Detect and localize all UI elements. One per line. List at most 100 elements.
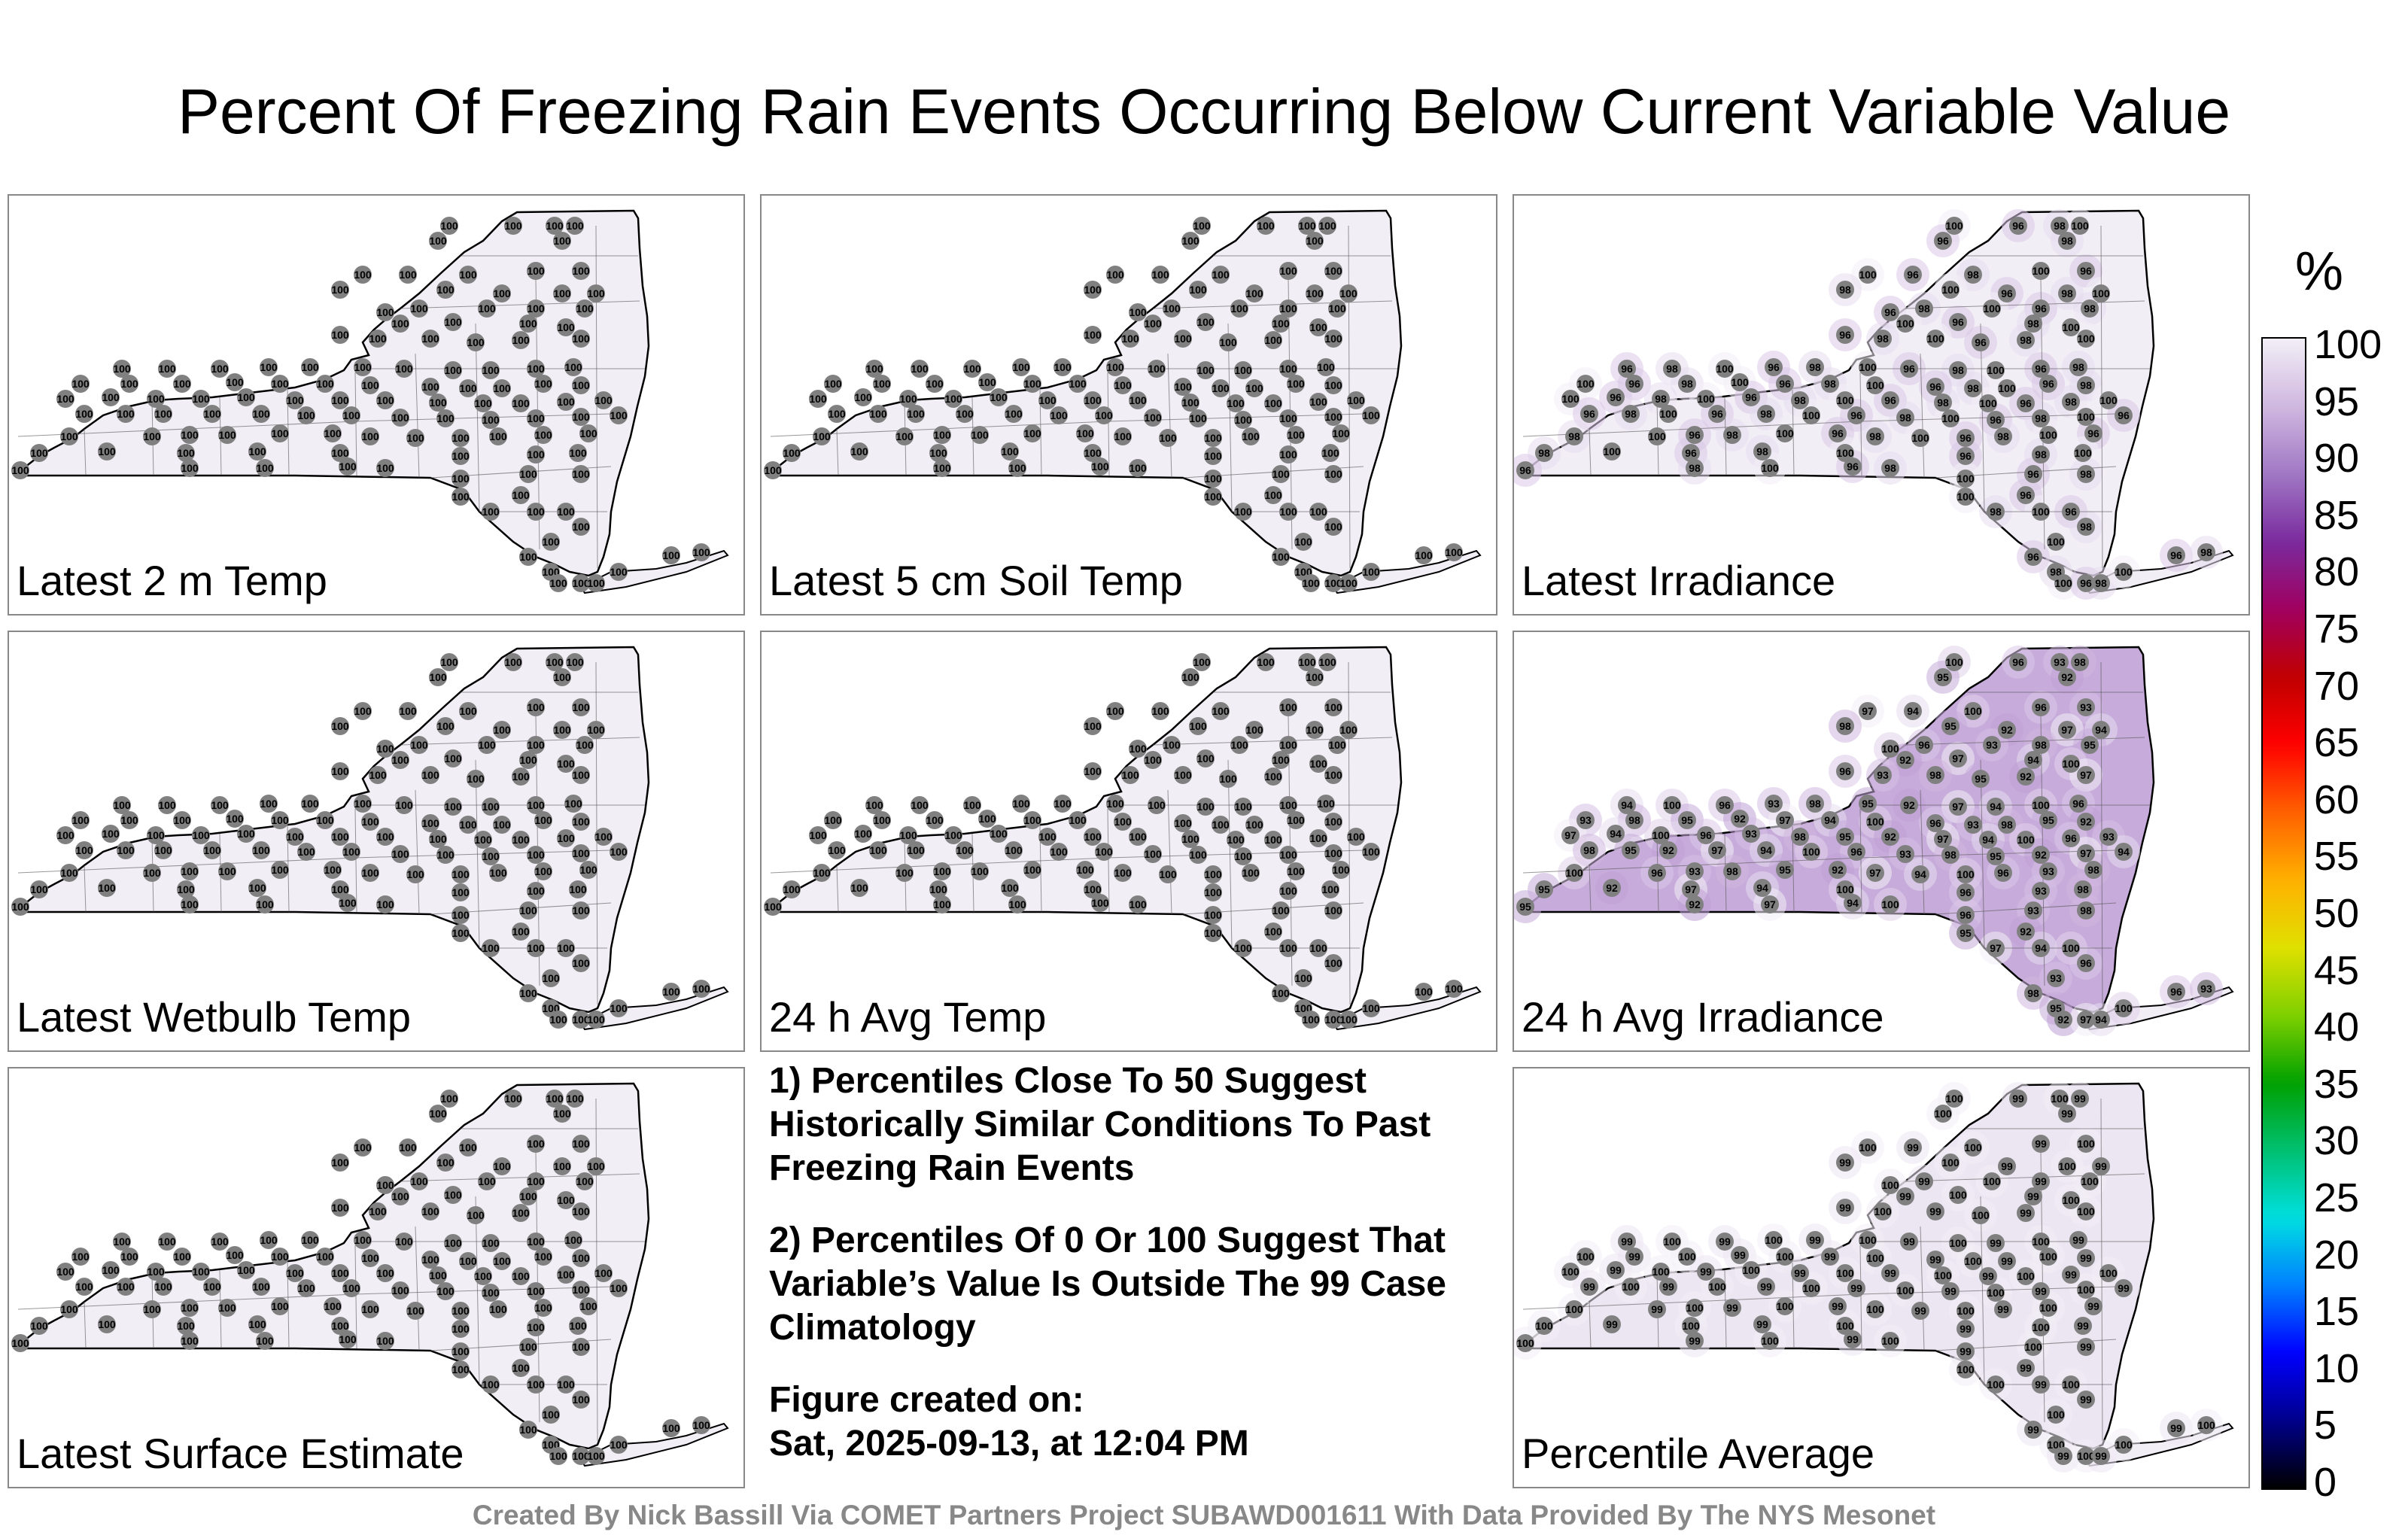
station-value: 100 (1084, 329, 1102, 341)
station-marker (1245, 379, 1263, 397)
station-value: 100 (534, 429, 552, 441)
station-value: 94 (2095, 724, 2107, 736)
station-marker (451, 429, 470, 447)
station-value: 99 (2001, 1255, 2013, 1267)
station-marker (2092, 1011, 2110, 1029)
station-value: 100 (271, 378, 289, 390)
station-value: 100 (1279, 412, 1297, 424)
station-marker (493, 1252, 511, 1270)
station-value: 98 (2035, 448, 2047, 460)
station-marker (1881, 303, 1899, 321)
station-marker (956, 841, 974, 859)
station-marker (1279, 796, 1297, 814)
station-marker (2032, 1375, 2050, 1394)
county-line (1920, 1226, 1925, 1351)
station-value: 100 (376, 1267, 394, 1279)
station-value: 93 (2054, 656, 2066, 668)
station-marker (813, 427, 831, 445)
station-value: 100 (1189, 412, 1207, 424)
station-marker (331, 326, 349, 344)
station-value: 100 (572, 904, 590, 916)
station-value: 100 (113, 799, 131, 811)
station-marker (1821, 375, 1839, 393)
station-marker (1174, 378, 1192, 396)
station-marker (1821, 811, 1839, 829)
colorbar (2261, 337, 2306, 1490)
station-value: 97 (1990, 942, 2002, 954)
station-value: 100 (98, 882, 116, 894)
station-value: 100 (1095, 846, 1113, 858)
station-value: 95 (1862, 798, 1874, 810)
station-marker (1234, 847, 1252, 865)
station-marker (572, 698, 590, 716)
station-value: 100 (557, 1194, 575, 1206)
station-marker (1964, 1138, 1982, 1157)
station-marker (1309, 503, 1327, 521)
station-value: 100 (1324, 265, 1342, 277)
station-value: 96 (2012, 220, 2024, 232)
station-value: 100 (361, 816, 379, 828)
station-value: 95 (1944, 720, 1956, 732)
station-value: 100 (421, 1205, 439, 1217)
colorbar-tick: 100 (2314, 322, 2382, 367)
station-value: 100 (102, 391, 120, 403)
station-marker (2039, 426, 2057, 444)
station-marker (1561, 826, 1579, 844)
station-marker (1095, 406, 1113, 424)
station-value: 96 (2072, 798, 2084, 810)
station-value: 100 (410, 302, 428, 315)
station-value: 100 (391, 318, 409, 330)
station-marker (147, 1263, 165, 1281)
station-marker (1339, 1011, 1358, 1029)
station-marker (102, 825, 120, 843)
station-value: 100 (594, 394, 613, 406)
station-value: 100 (436, 720, 455, 732)
station-value: 100 (391, 1190, 409, 1202)
station-value: 100 (493, 287, 511, 299)
station-value: 100 (546, 220, 564, 232)
station-marker (1881, 391, 1899, 409)
station-value: 98 (1583, 844, 1595, 856)
station-value: 100 (489, 1303, 507, 1315)
station-marker (75, 841, 93, 859)
station-value: 100 (564, 1234, 582, 1246)
station-marker (177, 1317, 195, 1335)
station-value: 100 (1129, 898, 1147, 910)
station-value: 100 (75, 408, 93, 420)
station-marker (2039, 1299, 2057, 1317)
station-marker (764, 461, 782, 479)
station-value: 100 (271, 1251, 289, 1263)
station-value: 100 (451, 1323, 470, 1335)
station-value: 96 (1918, 739, 1930, 751)
station-value: 100 (2047, 1409, 2065, 1421)
station-marker (1964, 702, 1982, 720)
station-value: 99 (1990, 1237, 2002, 1249)
station-value: 100 (248, 882, 266, 894)
station-marker (482, 939, 500, 957)
station-value: 100 (1114, 430, 1132, 442)
station-value: 100 (929, 883, 947, 895)
station-value: 93 (2050, 972, 2062, 984)
station-marker (1069, 811, 1087, 829)
station-marker (1682, 1317, 1700, 1335)
station-marker (1964, 1252, 1982, 1270)
map-panel: 100 100 100 100 100 100 100 100 100 100 100 100 100 1… (8, 631, 745, 1052)
station-marker (1904, 266, 1922, 284)
station-marker (436, 1154, 455, 1172)
station-value: 98 (1809, 798, 1821, 810)
station-value: 100 (395, 363, 413, 375)
station-value: 96 (1960, 450, 1972, 462)
station-marker (2069, 1231, 2087, 1249)
station-marker (301, 358, 319, 376)
station-marker (2024, 1187, 2042, 1205)
station-value: 100 (990, 828, 1008, 840)
station-marker (1802, 843, 1820, 861)
station-marker (177, 444, 195, 462)
station-marker (2197, 543, 2215, 561)
station-marker (2017, 831, 2035, 849)
station-value: 99 (2061, 1108, 2073, 1120)
station-value: 96 (1960, 886, 1972, 898)
station-value: 98 (1997, 430, 2009, 442)
station-marker (2047, 533, 2065, 551)
station-marker (297, 843, 315, 861)
